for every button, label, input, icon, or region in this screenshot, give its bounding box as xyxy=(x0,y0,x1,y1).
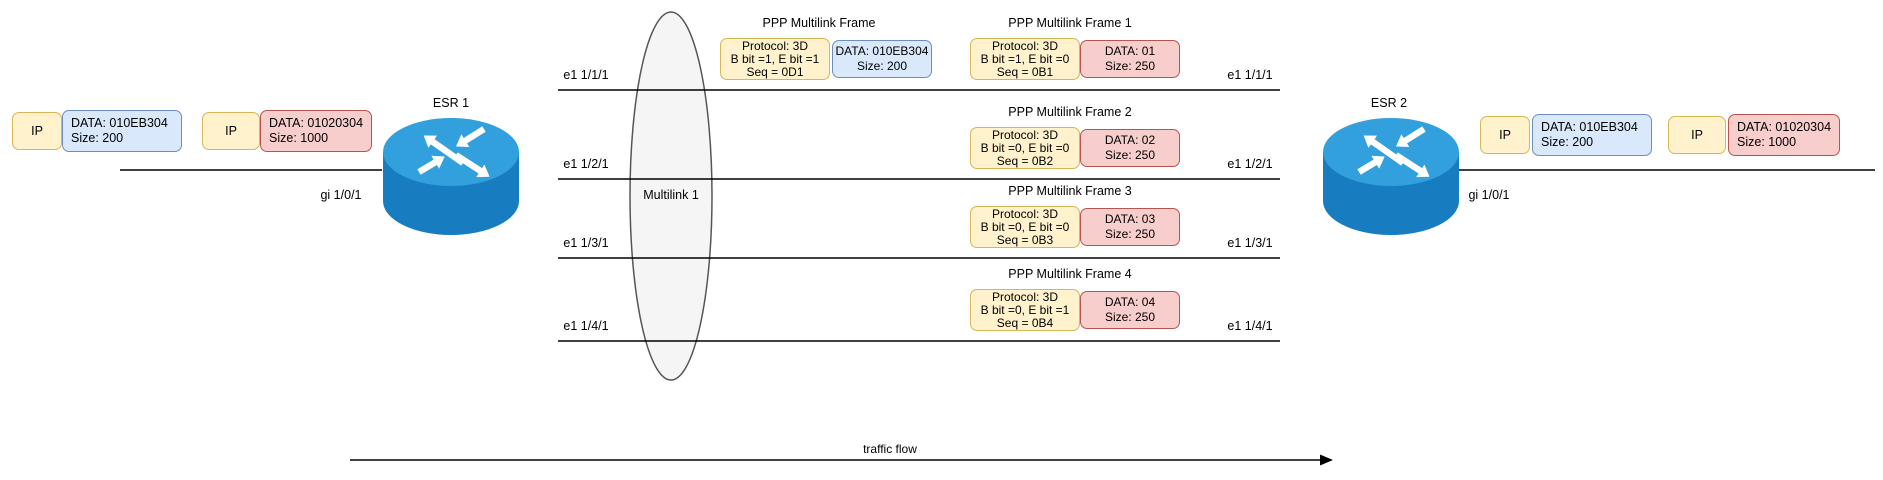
traffic-flow-arrowhead-icon xyxy=(1320,454,1333,466)
ip-protocol-box: IP xyxy=(202,112,260,150)
ip-label: IP xyxy=(1691,127,1703,142)
member-port-left: e1 1/3/1 xyxy=(563,236,609,250)
frame-protocol: Protocol: 3D xyxy=(741,38,809,53)
frame-protocol: Protocol: 3D xyxy=(991,127,1059,142)
packet-data-box: DATA: 01020304 Size: 1000 xyxy=(1728,114,1840,156)
multilink-bundle-label: Multilink 1 xyxy=(643,188,699,202)
ip-protocol-box: IP xyxy=(1668,116,1726,154)
frame-header-box: Protocol: 3D B bit =0, E bit =0 Seq = 0B… xyxy=(970,206,1080,248)
frame-title: PPP Multilink Frame 3 xyxy=(1008,184,1132,198)
frame-size-value: Size: 250 xyxy=(1104,310,1156,324)
frame-data-value: DATA: 03 xyxy=(1104,212,1156,226)
frame-payload-box: DATA: 02 Size: 250 xyxy=(1080,129,1180,167)
frame-seq: Seq = 0B2 xyxy=(996,153,1054,168)
router-port-label: gi 1/0/1 xyxy=(1468,188,1510,202)
multilink-bundle-ellipse xyxy=(629,11,713,381)
packet-data-box: DATA: 01020304 Size: 1000 xyxy=(260,110,372,152)
frame-protocol: Protocol: 3D xyxy=(991,206,1059,221)
frame-payload-box: DATA: 010EB304 Size: 200 xyxy=(832,40,932,78)
packet-size-value: Size: 200 xyxy=(71,131,124,145)
packet-data-value: DATA: 010EB304 xyxy=(71,116,168,130)
frame-seq: Seq = 0D1 xyxy=(746,64,804,79)
frame-data-value: DATA: 02 xyxy=(1104,133,1156,147)
packet-data-value: DATA: 01020304 xyxy=(1737,120,1832,134)
ip-protocol-box: IP xyxy=(12,112,62,150)
member-port-right: e1 1/4/1 xyxy=(1227,319,1273,333)
frame-title: PPP Multilink Frame xyxy=(762,16,876,30)
frame-flags: B bit =0, E bit =0 xyxy=(980,219,1070,234)
frame-protocol: Protocol: 3D xyxy=(991,289,1059,304)
frame-seq: Seq = 0B1 xyxy=(996,64,1054,79)
frame-size-value: Size: 250 xyxy=(1104,227,1156,241)
frame-flags: B bit =1, E bit =1 xyxy=(730,51,820,66)
packet-size-value: Size: 1000 xyxy=(1737,135,1797,149)
packet-size-value: Size: 1000 xyxy=(269,131,329,145)
frame-size-value: Size: 250 xyxy=(1104,148,1156,162)
router-name: ESR 2 xyxy=(1370,96,1408,110)
member-port-left: e1 1/1/1 xyxy=(563,68,609,82)
ip-protocol-box: IP xyxy=(1480,116,1530,154)
frame-title: PPP Multilink Frame 4 xyxy=(1008,267,1132,281)
frame-header-box: Protocol: 3D B bit =1, E bit =1 Seq = 0D… xyxy=(720,38,830,80)
frame-header-box: Protocol: 3D B bit =1, E bit =0 Seq = 0B… xyxy=(970,38,1080,80)
frame-size-value: Size: 200 xyxy=(856,59,908,73)
frame-data-value: DATA: 010EB304 xyxy=(835,44,929,58)
packet-data-box: DATA: 010EB304 Size: 200 xyxy=(62,110,182,152)
packet-data-box: DATA: 010EB304 Size: 200 xyxy=(1532,114,1652,156)
member-port-right: e1 1/3/1 xyxy=(1227,236,1273,250)
frame-title: PPP Multilink Frame 2 xyxy=(1008,105,1132,119)
frame-seq: Seq = 0B3 xyxy=(996,232,1054,247)
frame-seq: Seq = 0B4 xyxy=(996,315,1054,330)
ip-label: IP xyxy=(1499,127,1511,142)
packet-data-value: DATA: 01020304 xyxy=(269,116,364,130)
router-port-label: gi 1/0/1 xyxy=(320,188,362,202)
traffic-flow-label: traffic flow xyxy=(863,442,917,456)
router-icon xyxy=(383,118,519,235)
member-port-right: e1 1/2/1 xyxy=(1227,157,1273,171)
packet-size-value: Size: 200 xyxy=(1541,135,1594,149)
router-icon xyxy=(1323,118,1459,235)
frame-header-box: Protocol: 3D B bit =0, E bit =0 Seq = 0B… xyxy=(970,127,1080,169)
frame-title: PPP Multilink Frame 1 xyxy=(1008,16,1132,30)
frame-protocol: Protocol: 3D xyxy=(991,38,1059,53)
frame-flags: B bit =0, E bit =0 xyxy=(980,140,1070,155)
frame-header-box: Protocol: 3D B bit =0, E bit =1 Seq = 0B… xyxy=(970,289,1080,331)
frame-payload-box: DATA: 04 Size: 250 xyxy=(1080,291,1180,329)
frame-flags: B bit =0, E bit =1 xyxy=(980,302,1070,317)
frame-data-value: DATA: 01 xyxy=(1104,44,1156,58)
ip-label: IP xyxy=(225,123,237,138)
router-name: ESR 1 xyxy=(432,96,470,110)
member-port-left: e1 1/2/1 xyxy=(563,157,609,171)
ip-label: IP xyxy=(31,123,43,138)
member-port-right: e1 1/1/1 xyxy=(1227,68,1273,82)
frame-flags: B bit =1, E bit =0 xyxy=(980,51,1070,66)
frame-payload-box: DATA: 03 Size: 250 xyxy=(1080,208,1180,246)
frame-data-value: DATA: 04 xyxy=(1104,295,1156,309)
frame-payload-box: DATA: 01 Size: 250 xyxy=(1080,40,1180,78)
member-port-left: e1 1/4/1 xyxy=(563,319,609,333)
frame-size-value: Size: 250 xyxy=(1104,59,1156,73)
packet-data-value: DATA: 010EB304 xyxy=(1541,120,1638,134)
